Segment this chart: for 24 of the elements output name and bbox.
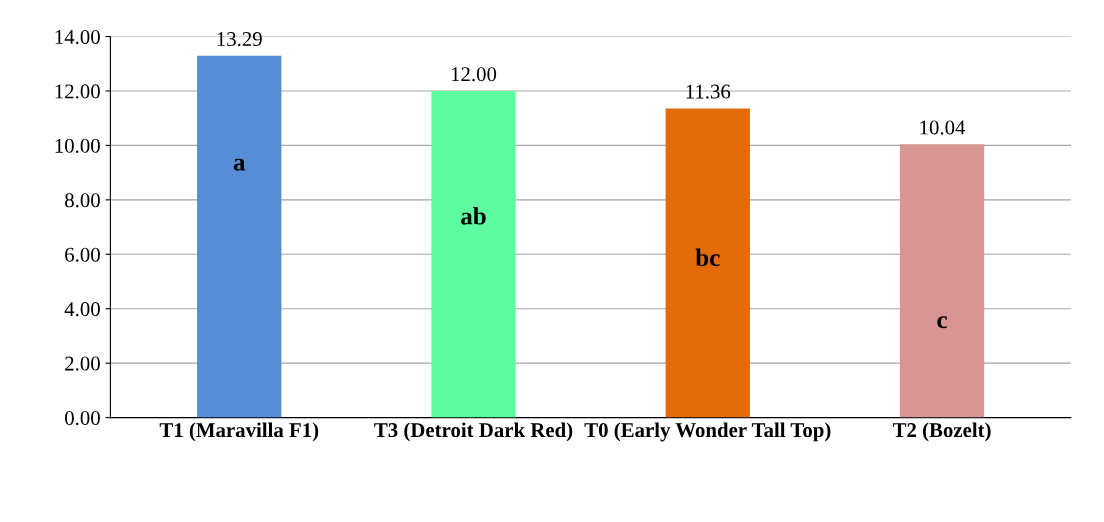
- bar: [197, 55, 282, 418]
- x-tick-label: T1 (Maravilla F1): [159, 422, 319, 442]
- bar: [899, 144, 985, 418]
- y-tick-label: 4.00: [64, 302, 100, 317]
- y-tick-label: 12.00: [55, 84, 100, 99]
- y-tick-label: 8.00: [65, 193, 100, 208]
- annotation: bc: [695, 248, 720, 267]
- annotation: c: [937, 316, 947, 329]
- annotation: a: [233, 158, 246, 171]
- data-label: 11.36: [686, 84, 731, 99]
- annotation: ab: [461, 207, 486, 225]
- x-tick-label: T2 (Bozelt): [892, 422, 991, 442]
- data-label: 10.04: [920, 120, 966, 135]
- y-tick-label: 14.00: [55, 29, 100, 45]
- bar: [431, 90, 516, 418]
- y-tick-label: 0.00: [65, 410, 100, 426]
- x-tick-label: T0 (Early Wonder Tall Top): [584, 422, 831, 442]
- x-tick-label: T3 (Detroit Dark Red): [374, 422, 573, 442]
- y-tick-label: 6.00: [65, 247, 100, 262]
- data-label: 12.00: [451, 67, 497, 82]
- y-tick-label: 10.00: [55, 138, 100, 153]
- bar: [665, 108, 750, 418]
- data-label: 13.29: [217, 32, 262, 47]
- y-tick-label: 2.00: [65, 356, 100, 371]
